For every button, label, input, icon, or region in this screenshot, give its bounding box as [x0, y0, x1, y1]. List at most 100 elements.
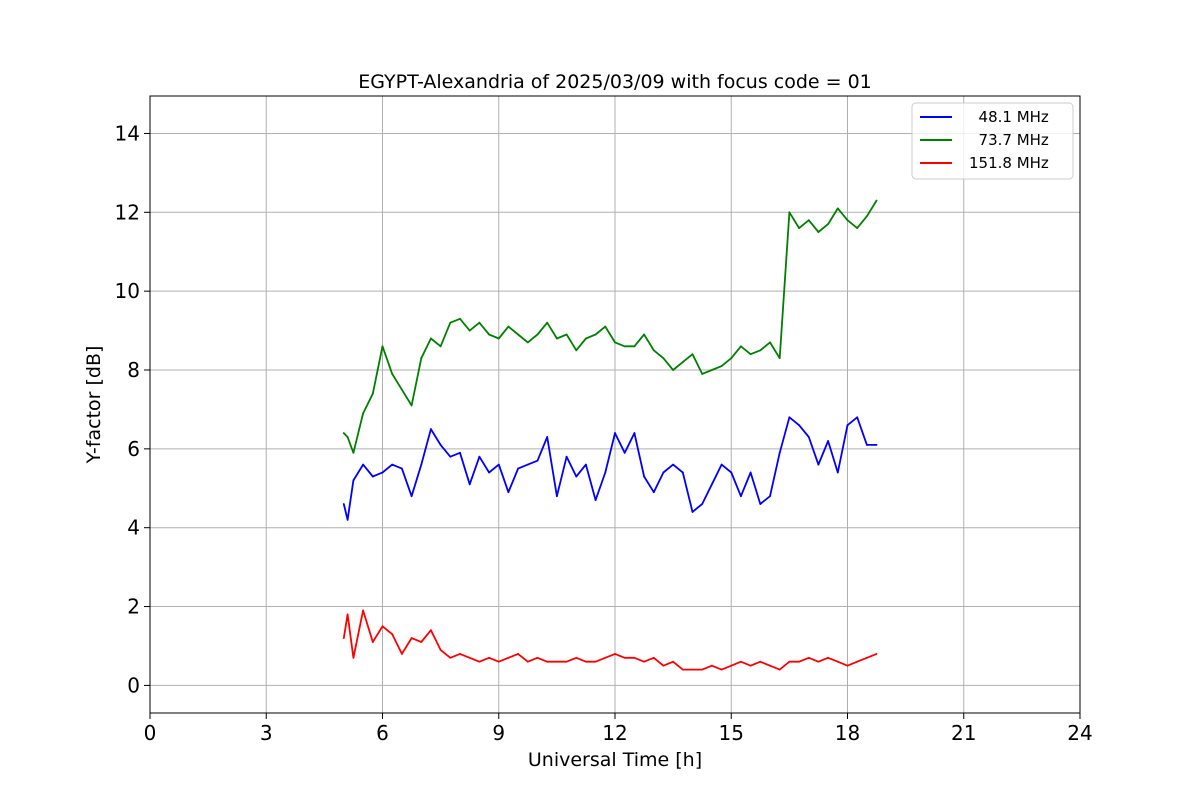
- series-0-point: [555, 495, 558, 498]
- series-1-point: [497, 337, 500, 340]
- series-2-point: [710, 664, 713, 667]
- series-1-point: [449, 321, 452, 324]
- series-2-point: [798, 660, 800, 663]
- series-1-point: [701, 373, 704, 375]
- series-0-point: [352, 479, 355, 482]
- series-1-point: [362, 412, 365, 415]
- series-1-point: [778, 357, 781, 360]
- series-0-point: [342, 503, 345, 505]
- series-1-point: [836, 207, 839, 210]
- series-0-point: [827, 440, 830, 442]
- series-1-point: [652, 349, 655, 352]
- series-1-point: [817, 231, 820, 233]
- series-0-point: [817, 463, 820, 466]
- series-1-point: [585, 337, 587, 340]
- y-axis-label: Y-factor [dB]: [83, 346, 105, 465]
- series-0-point: [788, 416, 791, 419]
- series-0-point: [730, 471, 733, 474]
- series-0-point: [691, 511, 694, 513]
- series-2-point: [468, 656, 471, 659]
- x-tick-label: 3: [260, 721, 273, 745]
- series-0-point: [468, 483, 471, 486]
- series-1-point: [865, 215, 868, 218]
- series-0-point: [391, 463, 394, 466]
- series-1-point: [604, 325, 607, 328]
- x-axis-label: Universal Time [h]: [528, 749, 702, 771]
- series-1-point: [371, 392, 374, 395]
- y-tick-label: 12: [115, 200, 140, 224]
- legend-label: 48.1 MHz: [969, 108, 1049, 126]
- series-0-point: [710, 483, 713, 486]
- series-2-point: [430, 629, 432, 632]
- y-tick-label: 6: [127, 437, 140, 461]
- series-0-point: [614, 432, 616, 434]
- series-2-point: [652, 656, 655, 659]
- x-tick-label: 9: [492, 721, 505, 745]
- series-2-point: [536, 656, 539, 659]
- series-0-point: [701, 503, 704, 505]
- series-2-point: [439, 649, 442, 651]
- series-2-point: [778, 668, 781, 671]
- series-0-point: [526, 463, 529, 466]
- series-0-point: [449, 455, 452, 458]
- series-0-point: [865, 444, 868, 446]
- series-0-point: [662, 471, 665, 474]
- series-2-point: [371, 641, 374, 643]
- series-1-point: [807, 219, 810, 222]
- x-tick-label: 18: [835, 721, 860, 745]
- series-2-point: [517, 652, 520, 655]
- series-0-point: [439, 444, 442, 446]
- series-0-point: [430, 428, 432, 431]
- series-2-point: [449, 656, 452, 659]
- series-0-point: [604, 471, 607, 474]
- series-1-point: [749, 353, 752, 356]
- series-0-point: [546, 436, 549, 438]
- series-2-point: [740, 660, 742, 663]
- series-1-point: [555, 337, 558, 340]
- series-0-point: [507, 491, 510, 494]
- series-1-point: [575, 349, 578, 352]
- series-0-point: [778, 451, 781, 454]
- series-1-point: [459, 317, 461, 320]
- x-tick-label: 6: [376, 721, 389, 745]
- y-tick-label: 8: [127, 358, 140, 382]
- series-1-point: [662, 357, 665, 360]
- series-1-point: [633, 345, 636, 348]
- series-1-point: [430, 337, 432, 340]
- series-2-point: [507, 656, 510, 659]
- series-2-point: [788, 660, 791, 663]
- series-0-point: [643, 475, 645, 478]
- series-0-point: [652, 491, 655, 494]
- series-2-point: [594, 660, 597, 663]
- series-0-point: [536, 459, 539, 462]
- y-tick-label: 2: [127, 595, 140, 619]
- series-0-point: [565, 455, 568, 458]
- series-2-point: [836, 660, 839, 663]
- x-tick-label: 0: [144, 721, 157, 745]
- series-2-point: [720, 668, 723, 671]
- x-tick-label: 21: [951, 721, 976, 745]
- series-1-point: [507, 325, 510, 328]
- series-0-point: [623, 451, 626, 454]
- series-1-point: [788, 211, 791, 214]
- series-1-point: [710, 369, 713, 371]
- series-1-point: [420, 357, 423, 360]
- series-2-point: [623, 656, 626, 659]
- series-0-point: [633, 432, 636, 434]
- series-0-point: [875, 444, 878, 446]
- series-2-point: [681, 668, 684, 671]
- series-1-point: [391, 373, 394, 375]
- series-1-point: [846, 219, 849, 222]
- y-tick-label: 4: [127, 516, 140, 540]
- series-1-point: [730, 357, 733, 360]
- series-1-point: [875, 199, 878, 202]
- series-2-point: [575, 656, 578, 659]
- series-1-point: [526, 341, 529, 344]
- series-2-point: [759, 660, 762, 663]
- series-2-point: [497, 660, 500, 663]
- series-2-point: [410, 637, 413, 639]
- series-1-point: [720, 365, 723, 367]
